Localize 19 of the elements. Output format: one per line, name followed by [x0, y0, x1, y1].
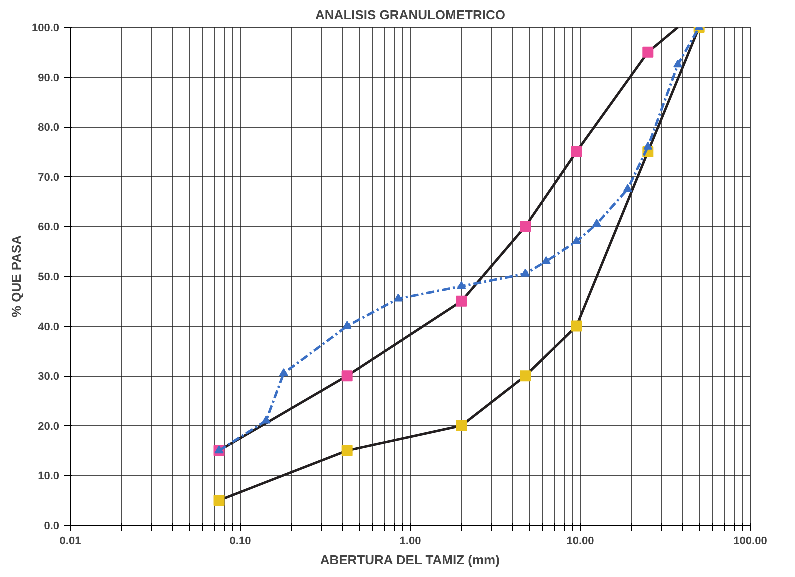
y-tick-label: 10.0	[38, 470, 60, 483]
y-tick-label: 40.0	[38, 321, 60, 334]
y-tick-label: 100.0	[32, 22, 60, 34]
y-tick-label: 60.0	[38, 222, 60, 234]
y-tick-label: 0.0	[44, 520, 60, 532]
y-tick-label: 50.0	[38, 272, 60, 284]
y-tick-label: 70.0	[38, 172, 60, 184]
y-tick-label: 20.0	[38, 420, 60, 433]
x-tick-label: 100.00	[734, 536, 768, 548]
y-tick-label: 30.0	[38, 371, 60, 384]
x-tick-label: 10.00	[566, 536, 594, 548]
x-tick-label: 1.00	[400, 536, 422, 548]
y-tick-label: 90.0	[38, 72, 60, 84]
x-tick-label: 0.10	[230, 536, 252, 548]
x-axis-title: ABERTURA DEL TAMIZ (mm)	[320, 552, 500, 568]
chart-title: ANALISIS GRANULOMETRICO	[316, 8, 506, 22]
x-tick-label: 0.01	[60, 536, 82, 548]
y-tick-label: 80.0	[38, 122, 60, 134]
y-axis-title: % QUE PASA	[8, 234, 24, 318]
